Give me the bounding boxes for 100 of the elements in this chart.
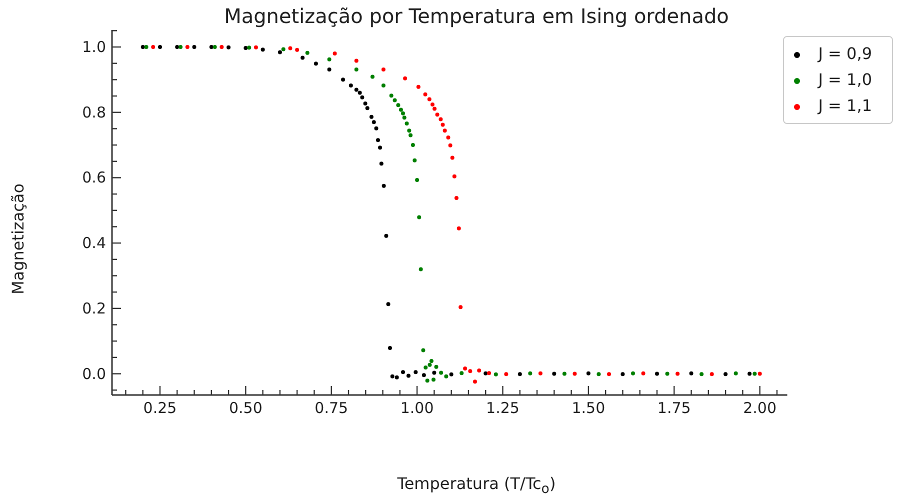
point [388,346,392,350]
point [389,94,394,98]
point [314,62,318,66]
point [212,44,217,49]
point [403,76,408,80]
point [538,371,542,376]
x-tick-label: 1.25 [486,399,520,417]
point [456,226,461,230]
y-axis-title: Magnetização [8,182,28,294]
point [418,267,423,272]
point [487,371,492,376]
y-tick-label: 0.0 [82,364,106,383]
point [449,372,454,376]
x-tick-label: 0.25 [143,399,177,417]
point [641,371,646,376]
point [390,374,394,378]
point [655,372,659,376]
point [295,48,300,52]
point [226,45,231,50]
point [748,372,752,376]
point [244,46,248,50]
point [401,111,406,116]
point [158,44,162,49]
point [415,178,420,182]
point [209,44,214,49]
point [379,162,384,166]
point [752,372,757,376]
point [185,44,190,49]
y-tick-label: 1.0 [82,38,106,56]
point [254,45,258,50]
point [175,44,180,49]
point [327,68,332,72]
point [300,56,305,60]
point [406,374,410,378]
point [528,371,532,376]
point [360,95,364,100]
point [631,371,636,376]
point [460,371,464,376]
point [140,44,145,49]
point [378,146,382,150]
point [434,364,438,369]
point [381,68,386,72]
point [552,372,556,376]
point [247,46,252,50]
point [428,362,432,367]
y-tick-label: 0.8 [82,103,106,122]
point [374,126,378,130]
point [435,112,440,117]
point [440,122,445,127]
point [178,44,183,49]
point [450,156,454,160]
point [468,369,472,374]
point [438,117,443,122]
point [376,138,380,142]
point [382,184,386,188]
point [401,370,406,374]
point [288,46,292,50]
point [620,372,625,376]
point [607,372,612,376]
legend-label: J = 1,0 [818,70,872,89]
point [370,74,375,79]
point [410,143,415,148]
point [348,84,353,88]
point [386,302,390,306]
point [381,84,386,88]
point [484,371,488,376]
point [384,234,388,238]
point [724,372,728,376]
point [734,371,738,376]
y-tick-label: 0.4 [82,234,106,252]
point [427,97,432,102]
point [562,372,566,376]
point [425,378,430,383]
point [305,50,310,55]
x-tick-label: 2.00 [743,399,777,417]
point [358,90,362,95]
point [676,372,680,376]
point [365,106,370,110]
point [432,370,436,375]
chart-title: Magnetização por Temperatura em Ising ordenado [223,4,730,28]
point [421,348,426,352]
point [260,48,265,52]
point [422,373,426,378]
point [363,102,368,106]
point [518,372,522,376]
point [758,372,762,376]
point [408,133,413,138]
point [454,196,458,200]
point [423,92,428,96]
x-tick-label: 1.50 [572,399,606,417]
point [439,370,444,375]
point [369,114,374,119]
point [144,44,148,49]
point [192,44,196,49]
point [472,380,477,384]
point [354,88,358,92]
point [494,372,498,376]
point [586,371,590,376]
point [665,372,670,376]
point [394,375,399,380]
